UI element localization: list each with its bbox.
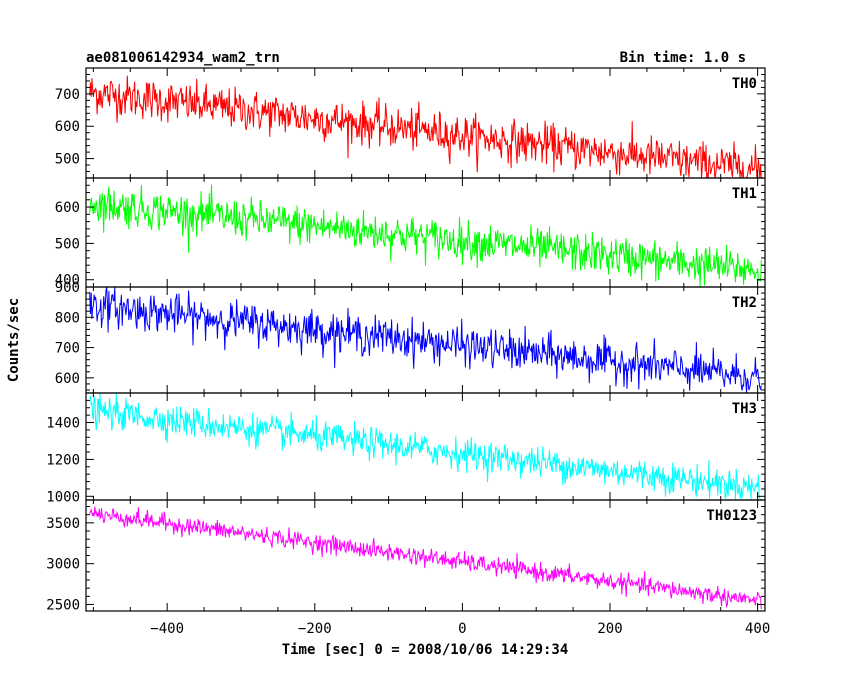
series-th1-line: [89, 184, 762, 287]
x-axis-label: Time [sec] 0 = 2008/10/06 14:29:34: [282, 642, 569, 658]
panel-label-th2: TH2: [732, 295, 757, 311]
y-tick-label: 1400: [46, 416, 80, 432]
y-tick-label: 500: [55, 236, 80, 252]
panel-label-th0123: TH0123: [706, 508, 757, 524]
y-tick-label: 3500: [46, 516, 80, 532]
x-tick-label: 400: [745, 621, 770, 637]
x-tick-label: 200: [597, 621, 622, 637]
panel-label-th1: TH1: [732, 186, 757, 202]
x-tick-label: −200: [298, 621, 332, 637]
y-tick-label: 600: [55, 371, 80, 387]
x-tick-label: 0: [458, 621, 466, 637]
panel-label-th3: TH3: [732, 401, 757, 417]
y-tick-label: 400: [55, 273, 80, 289]
y-tick-label: 600: [55, 119, 80, 135]
series-th0123-line: [89, 506, 762, 610]
series-th2-line: [89, 286, 762, 394]
y-tick-label: 700: [55, 87, 80, 103]
panel-th3-frame: [85, 392, 766, 501]
y-tick-label: 2500: [46, 597, 80, 613]
y-tick-label: 1200: [46, 452, 80, 468]
chart-title: ae081006142934_wam2_trn: [86, 50, 280, 66]
x-tick-label: −400: [150, 621, 184, 637]
x-axis: −400 −200 0 200 400: [150, 621, 770, 637]
y-axis-label: Counts/sec: [6, 298, 22, 382]
series-th3-line: [89, 392, 762, 501]
panels: 500 600 700 TH0 400 500 600 TH1 600 700 800 900 TH2 1…: [46, 67, 766, 613]
y-tick-label: 800: [55, 310, 80, 326]
y-tick-label: 500: [55, 152, 80, 168]
y-tick-label: 1000: [46, 489, 80, 505]
panel-label-th0: TH0: [732, 76, 757, 92]
y-tick-label: 3000: [46, 557, 80, 573]
series-th0-line: [89, 75, 762, 179]
y-tick-label: 700: [55, 341, 80, 357]
y-tick-label: 900: [55, 280, 80, 296]
y-tick-label: 600: [55, 200, 80, 216]
bin-time-label: Bin time: 1.0 s: [620, 50, 746, 66]
